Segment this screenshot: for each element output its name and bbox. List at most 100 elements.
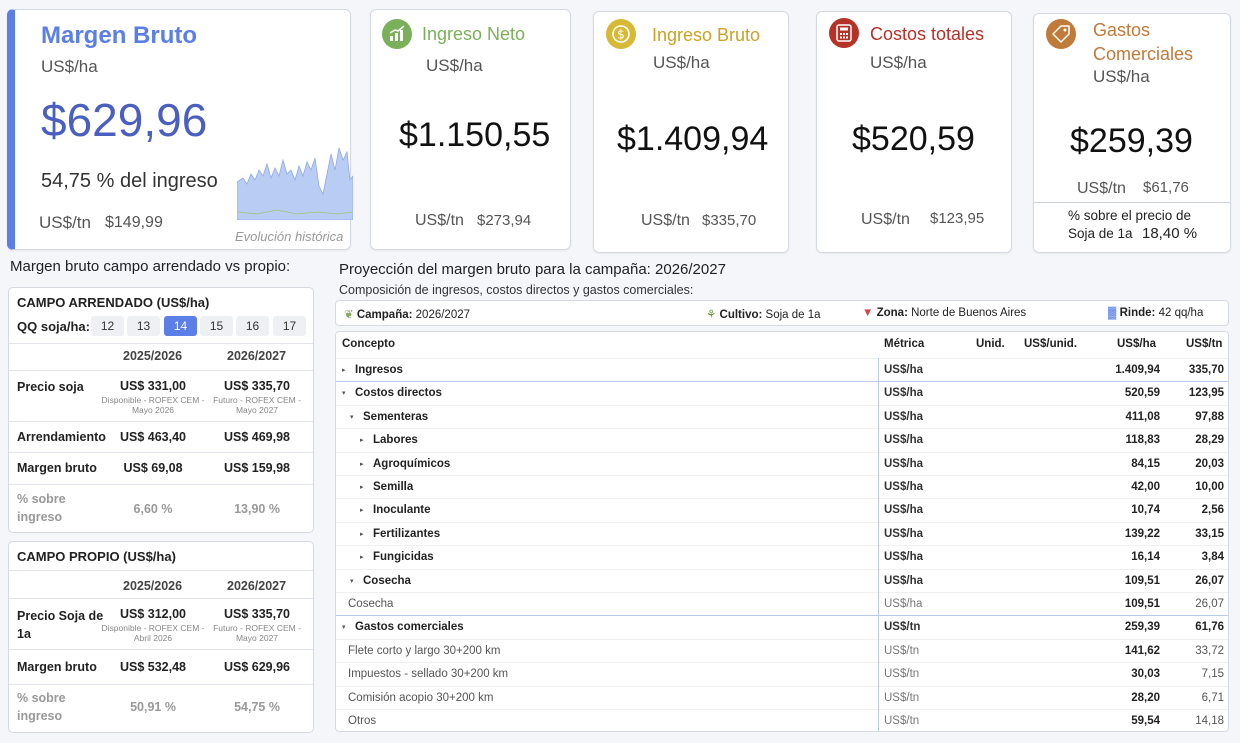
kpi-tn-value: $273,94 [477,212,532,229]
row-label: Precio soja [17,380,84,394]
row-usd-tn: 7,15 [1201,668,1224,681]
table-row[interactable]: ▸ Semilla US$/ha 42,00 10,00 [336,475,1228,498]
column-header: 2025/2026 [123,349,183,363]
kpi-tn-label: US$/tn [39,213,91,232]
pct-precio-value: 18,40 % [1142,225,1198,242]
qq-option-17[interactable]: 17 [273,316,306,336]
cell-source: Disponible - ROFEX CEM - Mayo 2026 [101,395,205,415]
tag-icon [1046,19,1076,49]
filter-label: Rinde: [1119,307,1156,319]
kpi-title: Comerciales [1093,44,1194,64]
sparkline-evolucion[interactable] [237,140,353,220]
column-header-usd-tn[interactable]: US$/tn [1186,338,1223,350]
row-usd-ha: 141,62 [1124,644,1160,657]
table-row[interactable]: ▾ Costos directos US$/ha 520,59 123,95 [336,381,1228,404]
qq-option-15[interactable]: 15 [200,316,233,336]
table-row[interactable]: ▸ Agroquímicos US$/ha 84,15 20,03 [336,451,1228,475]
row-metric: US$/ha [884,574,923,587]
filter-zona[interactable]: ▼ Zona: Norte de Buenos Aires [862,307,1026,319]
table-row[interactable]: ▾ Sementeras US$/ha 411,08 97,88 [336,404,1228,428]
qq-option-12[interactable]: 12 [91,316,124,336]
qq-label: QQ soja/ha: [17,319,90,334]
proyeccion-title: Proyección del margen bruto para la camp… [339,261,726,278]
cell-source: Futuro - ROFEX CEM - Mayo 2027 [213,395,301,415]
dollar-coin-icon: $ [606,19,636,49]
kpi-tn-label: US$/tn [415,212,464,229]
expand-icon[interactable]: ▸ [360,460,364,468]
row-label: Inoculante [373,504,431,517]
kpi-unit: US$/ha [41,57,98,76]
table-row[interactable]: ▾ Cosecha US$/ha 109,51 26,07 [336,568,1228,592]
row-label: Comisión acopio 30+200 km [348,691,494,704]
row-usd-tn: 26,07 [1195,598,1224,610]
cell-value: US$ 69,08 [123,461,183,475]
cell-value: US$ 469,98 [223,430,291,444]
row-metric: US$/ha [884,457,923,470]
column-header-unid[interactable]: Unid. [976,338,1005,350]
table-row[interactable]: ▸ Inoculante US$/ha 10,74 2,56 [336,498,1228,521]
row-metric: US$/ha [884,481,923,493]
row-label: Cosecha [348,598,394,610]
collapse-icon[interactable]: ▾ [350,413,354,421]
cell-source: Futuro - ROFEX CEM - Mayo 2027 [213,623,301,643]
row-label: Precio Soja de [17,609,104,623]
kpi-value: $259,39 [1070,122,1193,160]
filter-value: 42 qq/ha [1158,307,1204,319]
kpi-tn-label: US$/tn [861,211,910,228]
expand-icon[interactable]: ▸ [360,484,364,491]
row-usd-ha: 16,14 [1131,551,1160,564]
row-label: Flete corto y largo 30+200 km [348,644,501,657]
row-usd-tn: 3,84 [1201,551,1224,564]
expand-icon[interactable]: ▸ [342,367,346,374]
kpi-pct-ingreso: 54,75 % del ingreso [41,170,218,192]
table-row[interactable]: ▸ Ingresos US$/ha 1.409,94 335,70 [336,358,1228,381]
kpi-value: $629,96 [41,94,208,146]
location-pin-icon: ▼ [862,307,874,319]
expand-icon[interactable]: ▸ [360,530,364,538]
row-usd-ha: 259,39 [1124,621,1160,634]
kpi-card-gastos-comerciales: Gastos Comerciales US$/ha $259,39 US$/tn… [1033,13,1231,253]
table-row[interactable]: ▸ Fungicidas US$/ha 16,14 3,84 [336,545,1228,568]
pct-precio-label-2: Soja de 1a [1068,226,1133,241]
qq-option-16[interactable]: 16 [236,316,269,336]
qq-option-14-selected[interactable]: 14 [164,316,197,336]
filter-label: Cultivo: [719,309,763,321]
column-separator [878,358,879,731]
filter-cultivo[interactable]: ⚘ Cultivo: Soja de 1a [706,307,821,321]
row-metric: US$/ha [884,410,923,423]
row-metric: US$/ha [884,598,923,610]
kpi-tn-value: $123,95 [930,210,985,227]
column-header-usd-ha[interactable]: US$/ha [1117,338,1156,350]
qq-option-13[interactable]: 13 [127,316,160,336]
expand-icon[interactable]: ▸ [360,507,364,515]
filter-rinde[interactable]: ▓ Rinde: 42 qq/ha [1108,307,1203,319]
table-row[interactable]: ▾ Gastos comerciales US$/tn 259,39 61,76 [336,615,1228,638]
chart-up-icon [382,19,412,49]
collapse-icon[interactable]: ▾ [342,624,346,632]
table-row[interactable]: ▸ Labores US$/ha 118,83 28,29 [336,428,1228,451]
svg-text:$: $ [617,28,625,42]
table-row[interactable]: ▸ Fertilizantes US$/ha 139,22 33,15 [336,521,1228,545]
kpi-unit: US$/ha [1093,67,1150,86]
collapse-icon[interactable]: ▾ [342,390,346,398]
column-header-metrica[interactable]: Métrica [884,338,925,350]
row-usd-ha: 118,83 [1125,434,1160,447]
column-header-concepto[interactable]: Concepto [342,338,396,350]
row-usd-ha: 42,00 [1131,481,1160,493]
row-metric: US$/tn [884,715,920,727]
expand-icon[interactable]: ▸ [360,437,364,445]
cell-value: US$ 331,00 [119,379,187,393]
table-row: Comisión acopio 30+200 km US$/tn 28,20 6,71 [336,685,1228,709]
column-header-usd-unid[interactable]: US$/unid. [1024,338,1078,350]
row-label: Ingresos [355,364,403,376]
row-usd-tn: 20,03 [1195,457,1224,470]
pct-precio-label: % sobre el precio de [1068,208,1192,223]
row-label: Impuestos - sellado 30+200 km [348,668,509,681]
row-usd-tn: 26,07 [1195,574,1224,587]
table-row: Cosecha US$/ha 109,51 26,07 [336,592,1228,615]
expand-icon[interactable]: ▸ [360,554,364,562]
row-usd-tn: 10,00 [1195,481,1224,493]
collapse-icon[interactable]: ▾ [350,577,354,585]
table-row: Flete corto y largo 30+200 km US$/tn 141,6… [336,638,1228,662]
filter-campana[interactable]: ❦ Campaña: 2026/2027 [344,307,470,321]
